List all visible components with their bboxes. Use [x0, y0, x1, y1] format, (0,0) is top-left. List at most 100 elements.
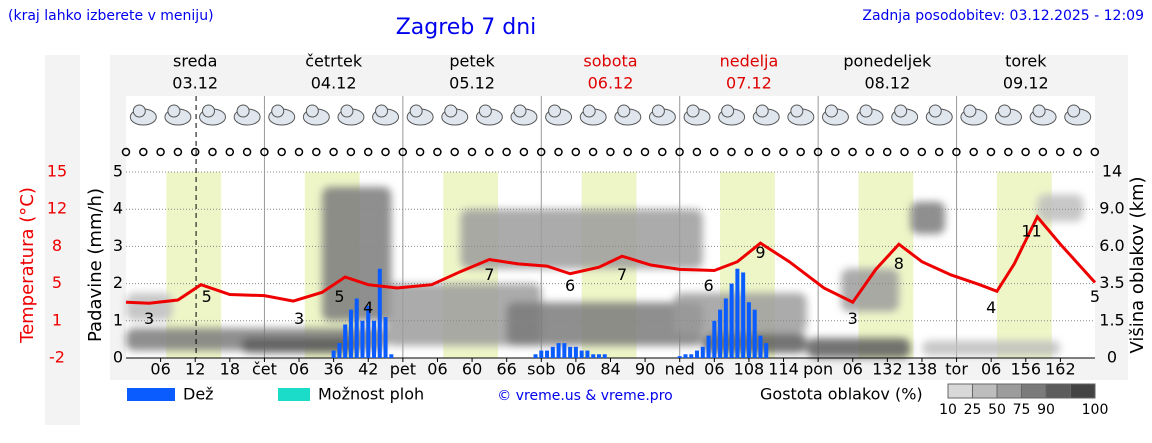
y-tick-label: 0 [113, 348, 123, 367]
weather-icon-part [963, 104, 977, 118]
rain-bar [764, 343, 769, 358]
day-name: četrtek [305, 52, 363, 71]
wind-calm [640, 147, 650, 157]
wind-calm [917, 147, 927, 157]
wind-calm [433, 147, 442, 157]
weather-icon-part [202, 104, 216, 118]
rain-bar [377, 268, 382, 358]
wind-calm [1073, 147, 1082, 157]
wind-calm [606, 147, 615, 157]
weather-icon-part [1032, 104, 1046, 118]
rain-bar [741, 272, 746, 358]
x-tick-label: 06 [566, 360, 586, 379]
day-name: sobota [583, 52, 637, 71]
wind-calm [969, 147, 978, 157]
x-tick-label: 06 [150, 360, 170, 379]
wind-calm [398, 147, 408, 157]
density-tick: 90 [1037, 402, 1055, 418]
wind-calm [571, 147, 581, 157]
density-tick: 50 [988, 402, 1006, 418]
density-swatch [1021, 383, 1047, 399]
cloud-area [506, 302, 703, 346]
weather-icon-part [686, 104, 700, 118]
wind-calm [779, 147, 788, 157]
x-tick-label: 06 [289, 360, 309, 379]
cloud-area [673, 292, 807, 334]
temp-label: 7 [617, 265, 627, 284]
x-tick-label: 132 [872, 360, 903, 379]
y2-tick-label: 3.5 [1099, 273, 1124, 292]
temp-tick-label: 8 [52, 236, 62, 255]
cloud-area [241, 338, 357, 354]
rain-bar [562, 343, 567, 358]
y2-tick-label: 1.5 [1099, 310, 1124, 329]
wind-calm [1021, 147, 1030, 157]
day-date: 03.12 [172, 74, 218, 93]
x-tick-label: tor [945, 360, 968, 379]
density-swatch [972, 383, 998, 399]
wind-calm [242, 147, 252, 157]
rain-bar [677, 356, 682, 358]
rain-bar [573, 346, 578, 358]
wind-calm [363, 147, 373, 157]
weather-icon-part [755, 104, 769, 118]
daylight-band [166, 172, 222, 358]
x-tick-label: 06 [843, 360, 863, 379]
temp-label: 3 [848, 309, 858, 328]
day-name: torek [1005, 52, 1047, 71]
weather-icon-part [305, 104, 319, 118]
density-swatch [1045, 383, 1071, 399]
weather-icon-part [167, 104, 181, 118]
legend-label: Možnost ploh [318, 385, 424, 404]
x-tick-label: 06 [981, 360, 1001, 379]
y2-axis-label: Višina oblakov (km) [1127, 176, 1148, 353]
cloud-area [322, 186, 392, 321]
day-name: sreda [173, 52, 217, 71]
temp-tick-label: 12 [47, 199, 67, 218]
day-date: 04.12 [311, 74, 357, 93]
wind-calm [208, 147, 217, 157]
copyright: © vreme.us & vreme.pro [497, 388, 672, 404]
x-tick-label: pet [390, 360, 416, 379]
legend-label: Dež [183, 385, 214, 404]
wind-calm [658, 147, 667, 157]
x-tick-label: 42 [358, 360, 378, 379]
rain-bar [539, 350, 544, 358]
rain-bar [706, 335, 711, 358]
weather-icon-part [271, 104, 285, 118]
day-date: 08.12 [864, 74, 910, 93]
wind-calm [502, 147, 511, 157]
day-date: 05.12 [449, 74, 495, 93]
weather-icon-part [478, 104, 492, 118]
temp-tick-label: 5 [52, 273, 62, 292]
x-tick-label: 84 [600, 360, 620, 379]
wind-calm [623, 147, 632, 157]
rain-bar [389, 354, 394, 358]
temperature-line [125, 214, 1097, 305]
weather-icon-part [1067, 104, 1081, 118]
temp-label: 7 [484, 265, 494, 284]
day-date: 09.12 [1003, 74, 1049, 93]
y2-tick-label: 14 [1102, 162, 1122, 181]
density-tick: 10 [939, 402, 957, 418]
wind-calm [882, 147, 892, 157]
rain-bar [712, 320, 717, 358]
temp-label: 6 [703, 276, 713, 295]
rain-bar [545, 350, 550, 358]
y-tick-label: 1 [113, 310, 123, 329]
left-panel [45, 55, 80, 425]
wind-calm [1004, 147, 1013, 157]
daylight-band [858, 172, 914, 358]
weather-icon-part [409, 104, 423, 118]
rain-bar [533, 354, 538, 358]
weather-icon-part [928, 104, 942, 118]
weather-icon-part [721, 104, 735, 118]
y2-tick-label: 6.0 [1099, 236, 1124, 255]
cloud-area [921, 340, 1061, 356]
wind-calm [865, 147, 875, 157]
cloud-area [806, 338, 911, 358]
temp-tick-label: 15 [47, 162, 67, 181]
wind-calm [156, 147, 165, 157]
rain-bar [718, 309, 723, 358]
x-tick-label: 60 [462, 360, 482, 379]
